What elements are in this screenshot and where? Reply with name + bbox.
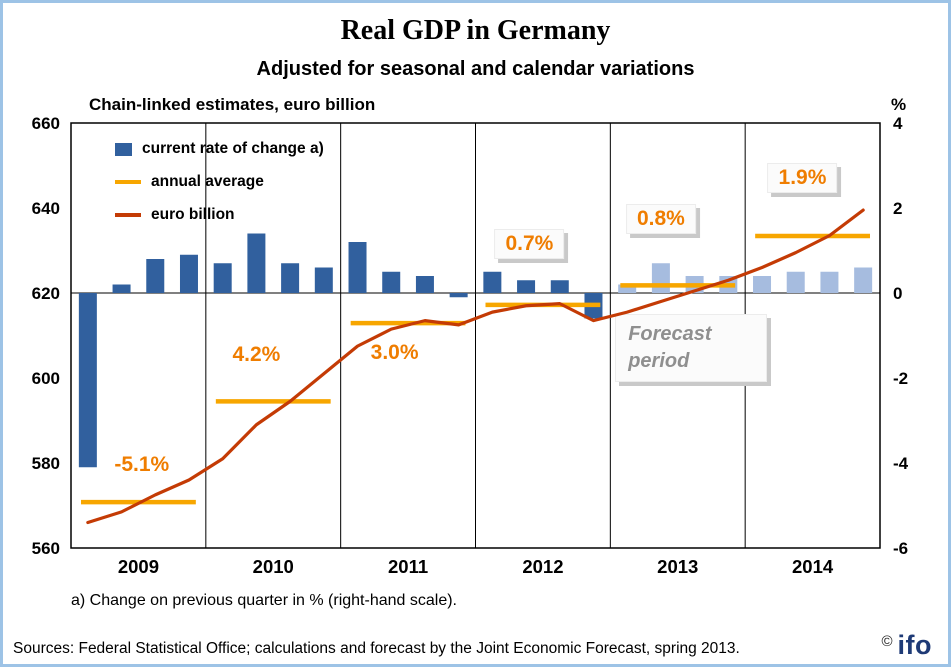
left-axis-title: Chain-linked estimates, euro billion <box>89 95 376 114</box>
sources-line: Sources: Federal Statistical Office; cal… <box>13 640 740 657</box>
copyright-symbol: © <box>881 633 893 650</box>
chart-subtitle: Adjusted for seasonal and calendar varia… <box>256 58 695 80</box>
forecast-period-label: Forecast period <box>615 314 768 383</box>
svg-text:4: 4 <box>893 114 903 133</box>
legend-item-euro-billion: euro billion <box>115 205 324 225</box>
svg-text:-2: -2 <box>893 369 908 388</box>
annual-growth-label-2014: 1.9% <box>767 163 838 194</box>
svg-text:2009: 2009 <box>118 556 159 577</box>
svg-text:2013: 2013 <box>657 556 698 577</box>
svg-text:620: 620 <box>32 284 60 303</box>
ifo-logo: © ifo <box>881 632 932 659</box>
footnote: a) Change on previous quarter in % (righ… <box>71 592 457 609</box>
svg-text:-6: -6 <box>893 539 908 558</box>
bar-swatch-icon <box>115 142 132 156</box>
euro-billion-line-icon <box>115 213 141 217</box>
ifo-logo-text: ifo <box>897 630 932 660</box>
svg-text:580: 580 <box>32 454 60 473</box>
svg-text:600: 600 <box>32 369 60 388</box>
svg-text:-4: -4 <box>893 454 909 473</box>
chart-title: Real GDP in Germany <box>340 15 611 46</box>
svg-text:660: 660 <box>32 114 60 133</box>
svg-text:0: 0 <box>893 284 902 303</box>
annual-growth-label-2010: 4.2% <box>232 342 281 366</box>
chart-legend: current rate of change a) annual average… <box>115 139 324 225</box>
legend-label: current rate of change a) <box>142 140 324 157</box>
legend-label: annual average <box>151 173 264 190</box>
annual-average-line-icon <box>115 180 141 184</box>
svg-text:2: 2 <box>893 199 902 218</box>
svg-text:2014: 2014 <box>792 556 834 577</box>
legend-label: euro billion <box>151 206 235 223</box>
svg-text:2011: 2011 <box>388 556 428 577</box>
svg-text:640: 640 <box>32 199 60 218</box>
annual-growth-label-2011: 3.0% <box>370 340 419 364</box>
annual-growth-label-2013: 0.8% <box>625 203 696 234</box>
annual-growth-label-2012: 0.7% <box>494 229 565 260</box>
legend-item-annual-average: annual average <box>115 172 324 192</box>
svg-text:560: 560 <box>32 539 60 558</box>
svg-text:2012: 2012 <box>522 556 563 577</box>
svg-text:2010: 2010 <box>253 556 294 577</box>
right-axis-title: % <box>891 95 907 114</box>
legend-item-rate-of-change: current rate of change a) <box>115 139 324 159</box>
annual-growth-label-2009: -5.1% <box>114 453 170 477</box>
